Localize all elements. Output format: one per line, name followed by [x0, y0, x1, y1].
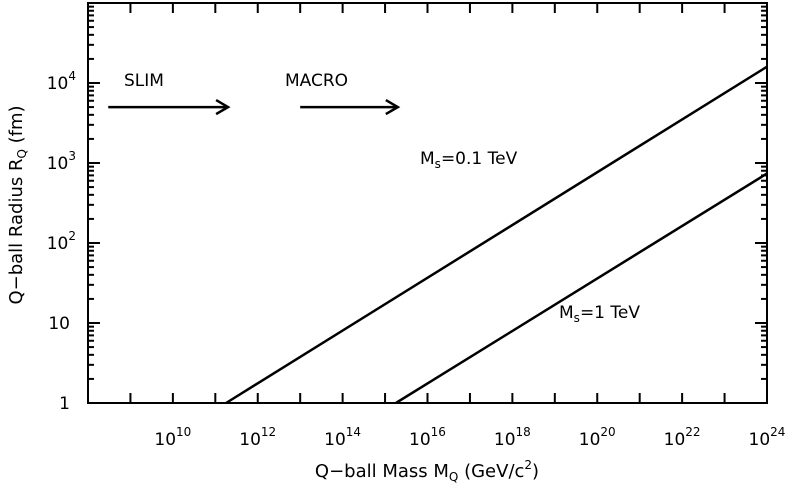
series-label-1: Ms=0.1 TeV	[420, 149, 518, 171]
x-axis-title-sub: Q	[449, 470, 458, 484]
x-tick-label: 1012	[239, 425, 276, 450]
annotation-label-1: SLIM	[124, 71, 164, 91]
series-label-2: Ms=1 TeV	[559, 303, 640, 325]
x-axis-title-unit-post: )	[532, 461, 539, 482]
series-label-main: M	[559, 303, 574, 323]
y-tick-label-exp: 3	[68, 149, 76, 163]
y-tick-label: 103	[47, 149, 76, 174]
annotation-label-2: MACRO	[285, 71, 348, 91]
y-tick-label-base: 1	[59, 394, 70, 414]
x-tick-label: 1010	[154, 425, 191, 450]
series-label-main: M	[420, 149, 435, 169]
y-axis-title: Q−ball Radius RQ (fm)	[6, 105, 29, 304]
x-tick-label: 1020	[579, 425, 616, 450]
x-tick-label-exp: 14	[346, 425, 361, 439]
x-tick-label-base: 10	[324, 430, 346, 450]
series-line-2	[395, 172, 768, 405]
y-axis-title-sub: Q	[15, 149, 29, 158]
y-tick-label: 1	[59, 394, 70, 414]
x-tick-label-base: 10	[409, 430, 431, 450]
x-axis-title: Q−ball Mass MQ (GeV/c2)	[315, 458, 539, 484]
x-tick-label-exp: 18	[516, 425, 531, 439]
y-axis-title-main: Q−ball Radius R	[6, 159, 27, 305]
x-tick-label-base: 10	[154, 430, 176, 450]
x-tick-label: 1022	[664, 425, 701, 450]
y-tick-label-base: 10	[48, 314, 70, 334]
x-tick-label-exp: 12	[261, 425, 276, 439]
x-tick-label: 1024	[749, 425, 786, 450]
annotation-arrow-head-1	[215, 99, 231, 116]
x-tick-label-exp: 10	[176, 425, 191, 439]
x-axis-title-unit-pre: (GeV/c	[458, 461, 524, 482]
x-tick-label-exp: 22	[685, 425, 700, 439]
annotation-arrow-head-2	[385, 99, 401, 116]
y-tick-label: 10	[48, 314, 70, 334]
series-label-sub: s	[435, 157, 441, 171]
x-tick-label-base: 10	[579, 430, 601, 450]
x-tick-label: 1018	[494, 425, 531, 450]
series-line-1	[225, 65, 768, 405]
series-label-rest: =0.1 TeV	[441, 149, 518, 169]
x-tick-label-exp: 24	[770, 425, 785, 439]
x-tick-labels: 1010 1012 1014 1016 1018 1020 1022 1024	[154, 425, 785, 450]
y-tick-label-exp: 2	[68, 229, 76, 243]
y-tick-label: 102	[47, 229, 76, 254]
series-label-rest: =1 TeV	[580, 303, 640, 323]
y-tick-label-base: 10	[47, 74, 69, 94]
x-tick-label-base: 10	[749, 430, 771, 450]
x-tick-label: 1014	[324, 425, 361, 450]
plot-frame	[87, 2, 768, 404]
x-tick-label-base: 10	[239, 430, 261, 450]
axis-ticks	[87, 3, 768, 404]
x-tick-label-exp: 20	[600, 425, 615, 439]
series-label-sub: s	[574, 311, 580, 325]
y-tick-label-exp: 4	[68, 69, 76, 83]
x-tick-label-base: 10	[664, 430, 686, 450]
y-tick-label-base: 10	[47, 154, 69, 174]
x-axis-title-unit-sup: 2	[524, 458, 532, 472]
x-axis-title-main: Q−ball Mass M	[315, 461, 449, 482]
x-tick-label-base: 10	[494, 430, 516, 450]
x-tick-label-exp: 16	[431, 425, 446, 439]
x-tick-label: 1016	[409, 425, 446, 450]
y-tick-label: 104	[47, 69, 76, 94]
annotations: SLIM MACRO	[108, 71, 401, 116]
y-tick-label-base: 10	[47, 234, 69, 254]
y-axis-title-unit: (fm)	[6, 105, 27, 149]
